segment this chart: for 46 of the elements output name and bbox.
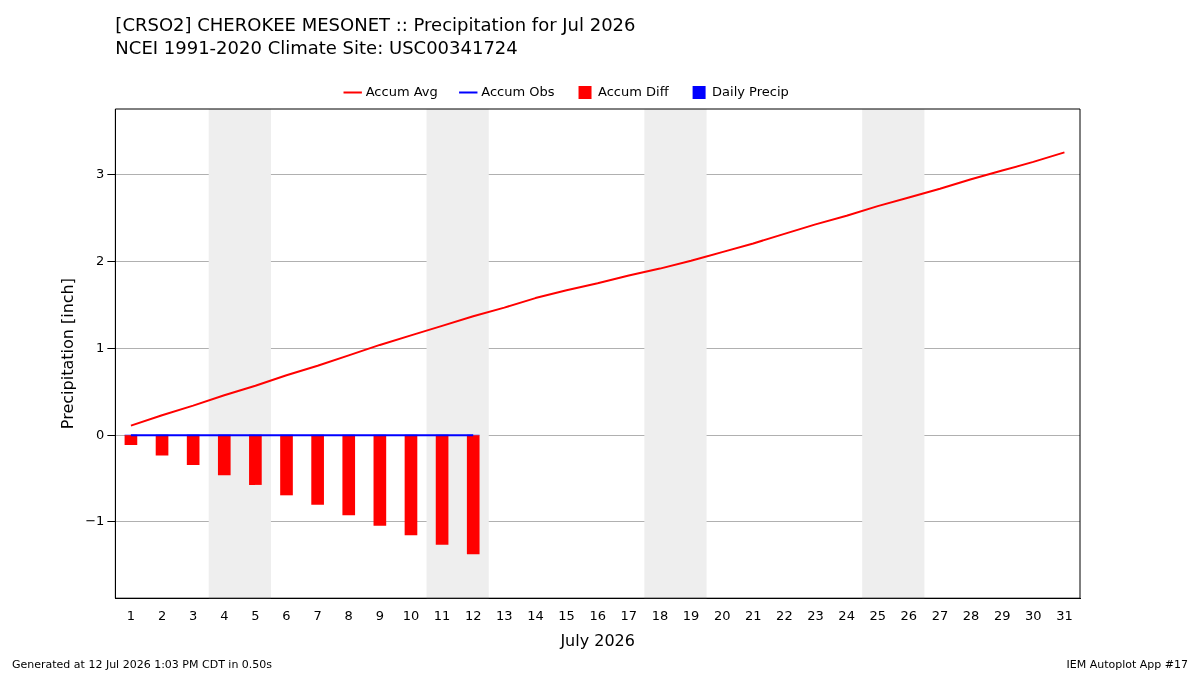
x-tick-label: 27 [931,608,949,624]
x-tick-label: 16 [589,608,606,624]
x-tick-label: 9 [375,608,384,624]
x-tick-label: 24 [838,608,855,624]
x-tick-label: 10 [402,608,420,624]
chart-title: [CRSO2] CHEROKEE MESONET :: Precipitation for Jul 2026 [115,14,636,35]
x-tick-label: 23 [807,608,824,624]
legend-label: Accum Avg [365,83,438,99]
x-tick-label: 18 [651,608,669,624]
x-tick-label: 28 [962,608,980,624]
legend-label: Accum Diff [598,83,670,99]
y-tick-label: −1 [85,513,105,529]
x-axis-title: July 2026 [559,630,635,650]
x-tick-label: 3 [189,608,198,624]
y-tick-label: 0 [96,426,105,442]
y-axis-title: Precipitation [inch] [57,278,77,430]
y-tick-label: 3 [96,166,105,182]
x-tick-label: 30 [1025,608,1042,624]
x-tick-label: 11 [433,608,451,624]
x-tick-label: 8 [344,608,353,624]
y-tick-label: 2 [96,253,105,269]
legend-label: Accum Obs [481,83,555,99]
x-tick-label: 26 [900,608,918,624]
x-tick-label: 7 [313,608,322,624]
x-tick-label: 4 [220,608,229,624]
text: Generated at 12 Jul 2026 1:03 PM CDT in 0.50s [12,658,273,671]
text: IEM Autoplot App #17 [1066,658,1188,671]
x-tick-label: 25 [869,608,887,624]
x-tick-label: 5 [251,608,260,624]
x-tick-label: 1 [126,608,136,624]
x-tick-label: 19 [682,608,700,624]
chart-subtitle: NCEI 1991-2020 Climate Site: USC00341724 [115,37,518,58]
x-tick-label: 14 [527,608,544,624]
x-tick-label: 17 [620,608,638,624]
legend-label: Daily Precip [712,83,789,99]
x-tick-label: 20 [713,608,731,624]
x-tick-label: 13 [496,608,513,624]
x-tick-label: 6 [282,608,291,624]
x-tick-label: 2 [157,608,167,624]
x-tick-label: 29 [993,608,1011,624]
x-tick-label: 22 [776,608,793,624]
x-tick-label: 21 [744,608,762,624]
x-tick-label: 12 [464,608,482,624]
x-tick-label: 31 [1056,608,1073,624]
x-tick-label: 15 [558,608,575,624]
y-tick-label: 1 [96,339,105,355]
